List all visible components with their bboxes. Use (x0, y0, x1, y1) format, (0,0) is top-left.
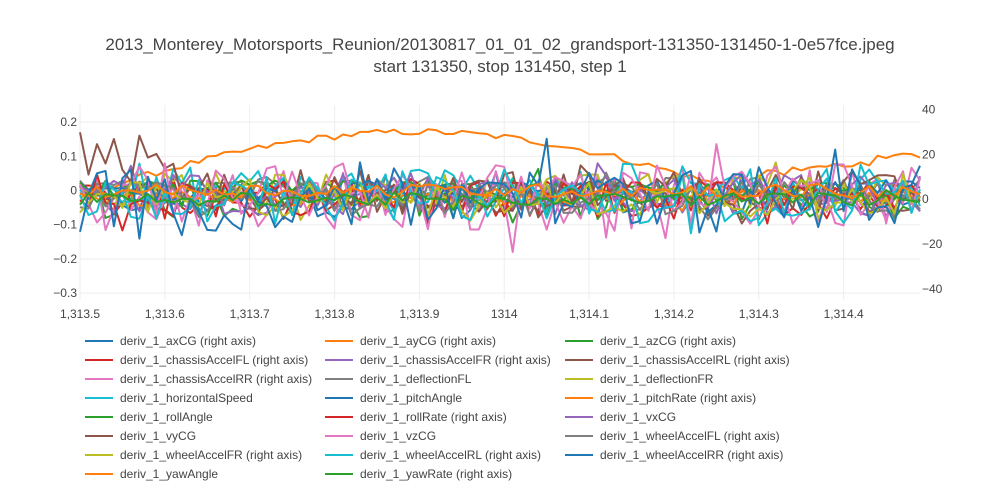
legend-label: deriv_1_wheelAccelFR (right axis) (120, 448, 302, 462)
legend-item[interactable]: deriv_1_rollAngle (85, 410, 213, 424)
series-line-21 (79, 183, 921, 200)
legend-item[interactable]: deriv_1_wheelAccelFL (right axis) (565, 429, 780, 443)
y-tick-label-left: 0 (70, 184, 77, 198)
legend[interactable]: deriv_1_axCG (right axis) deriv_1_ayCG (r… (85, 334, 790, 481)
legend-label: deriv_1_vyCG (120, 429, 196, 443)
legend-item[interactable]: deriv_1_yawAngle (85, 467, 218, 481)
legend-item[interactable]: deriv_1_chassisAccelFL (right axis) (85, 353, 308, 367)
legend-item[interactable]: deriv_1_axCG (right axis) (85, 334, 256, 348)
legend-label: deriv_1_pitchRate (right axis) (600, 391, 756, 405)
x-tick-label: 1,313.8 (315, 307, 355, 321)
legend-label: deriv_1_wheelAccelRL (right axis) (360, 448, 541, 462)
x-tick-label: 1314 (491, 307, 518, 321)
series-line-16 (79, 143, 921, 232)
x-tick-label: 1,314.3 (739, 307, 779, 321)
y-tick-label-left: −0.1 (53, 218, 77, 232)
x-tick-label: 1,313.5 (60, 307, 100, 321)
legend-item[interactable]: deriv_1_chassisAccelRR (right axis) (85, 372, 312, 386)
legend-item[interactable]: deriv_1_rollRate (right axis) (325, 410, 507, 424)
series-line-19 (79, 163, 921, 235)
legend-item[interactable]: deriv_1_deflectionFL (325, 372, 472, 386)
legend-item[interactable]: deriv_1_vzCG (325, 429, 436, 443)
legend-label: deriv_1_vzCG (360, 429, 436, 443)
plot-area (79, 128, 921, 253)
legend-item[interactable]: deriv_1_ayCG (right axis) (325, 334, 496, 348)
legend-item[interactable]: deriv_1_wheelAccelFR (right axis) (85, 448, 302, 462)
legend-item[interactable]: deriv_1_pitchRate (right axis) (565, 391, 756, 405)
x-tick-label: 1,313.9 (399, 307, 439, 321)
legend-label: deriv_1_axCG (right axis) (120, 334, 256, 348)
y-tick-label-right: 20 (922, 147, 936, 161)
y-tick-label-left: 0.2 (60, 115, 77, 129)
x-tick-label: 1,313.6 (145, 307, 185, 321)
legend-item[interactable]: deriv_1_chassisAccelFR (right axis) (325, 353, 551, 367)
series-line-20 (79, 137, 921, 240)
legend-item[interactable]: deriv_1_wheelAccelRL (right axis) (325, 448, 541, 462)
x-tick-label: 1,314.2 (654, 307, 694, 321)
legend-label: deriv_1_chassisAccelRR (right axis) (120, 372, 312, 386)
legend-label: deriv_1_rollAngle (120, 410, 213, 424)
x-tick-label: 1,314.1 (569, 307, 609, 321)
y-tick-label-left: −0.3 (53, 286, 77, 300)
legend-label: deriv_1_vxCG (600, 410, 676, 424)
legend-label: deriv_1_pitchAngle (360, 391, 462, 405)
legend-item[interactable]: deriv_1_vxCG (565, 410, 676, 424)
legend-item[interactable]: deriv_1_deflectionFR (565, 372, 714, 386)
legend-label: deriv_1_yawAngle (120, 467, 218, 481)
chart-title: 2013_Monterey_Motorsports_Reunion/201308… (105, 35, 894, 54)
chart-subtitle: start 131350, stop 131450, step 1 (373, 57, 626, 76)
legend-label: deriv_1_rollRate (right axis) (360, 410, 507, 424)
legend-item[interactable]: deriv_1_pitchAngle (325, 391, 462, 405)
y-tick-label-right: 40 (922, 102, 936, 116)
y-tick-label-left: −0.2 (53, 252, 77, 266)
y-tick-label-left: 0.1 (60, 149, 77, 163)
legend-label: deriv_1_chassisAccelRL (right axis) (600, 353, 790, 367)
y-tick-label-right: 0 (922, 192, 929, 206)
axes: 1,313.5 1,313.6 1,313.7 1,313.8 1,313.9 1314 1… (53, 102, 942, 321)
legend-label: deriv_1_deflectionFL (360, 372, 472, 386)
legend-label: deriv_1_ayCG (right axis) (360, 334, 496, 348)
legend-item[interactable]: deriv_1_wheelAccelRR (right axis) (565, 448, 783, 462)
y-tick-label-right: −40 (922, 282, 943, 296)
legend-label: deriv_1_azCG (right axis) (600, 334, 736, 348)
legend-label: deriv_1_chassisAccelFL (right axis) (120, 353, 308, 367)
x-tick-label: 1,314.4 (824, 307, 864, 321)
legend-item[interactable]: deriv_1_horizontalSpeed (85, 391, 253, 405)
legend-label: deriv_1_horizontalSpeed (120, 391, 253, 405)
x-tick-label: 1,313.7 (230, 307, 270, 321)
legend-item[interactable]: deriv_1_azCG (right axis) (565, 334, 736, 348)
legend-label: deriv_1_yawRate (right axis) (360, 467, 512, 481)
legend-item[interactable]: deriv_1_yawRate (right axis) (325, 467, 512, 481)
legend-label: deriv_1_deflectionFR (600, 372, 714, 386)
series-line-22 (79, 189, 921, 211)
legend-label: deriv_1_wheelAccelFL (right axis) (600, 429, 780, 443)
legend-label: deriv_1_chassisAccelFR (right axis) (360, 353, 551, 367)
legend-item[interactable]: deriv_1_chassisAccelRL (right axis) (565, 353, 790, 367)
legend-item[interactable]: deriv_1_vyCG (85, 429, 196, 443)
series-line-1 (79, 128, 921, 195)
y-tick-label-right: −20 (922, 237, 943, 251)
legend-label: deriv_1_wheelAccelRR (right axis) (600, 448, 783, 462)
